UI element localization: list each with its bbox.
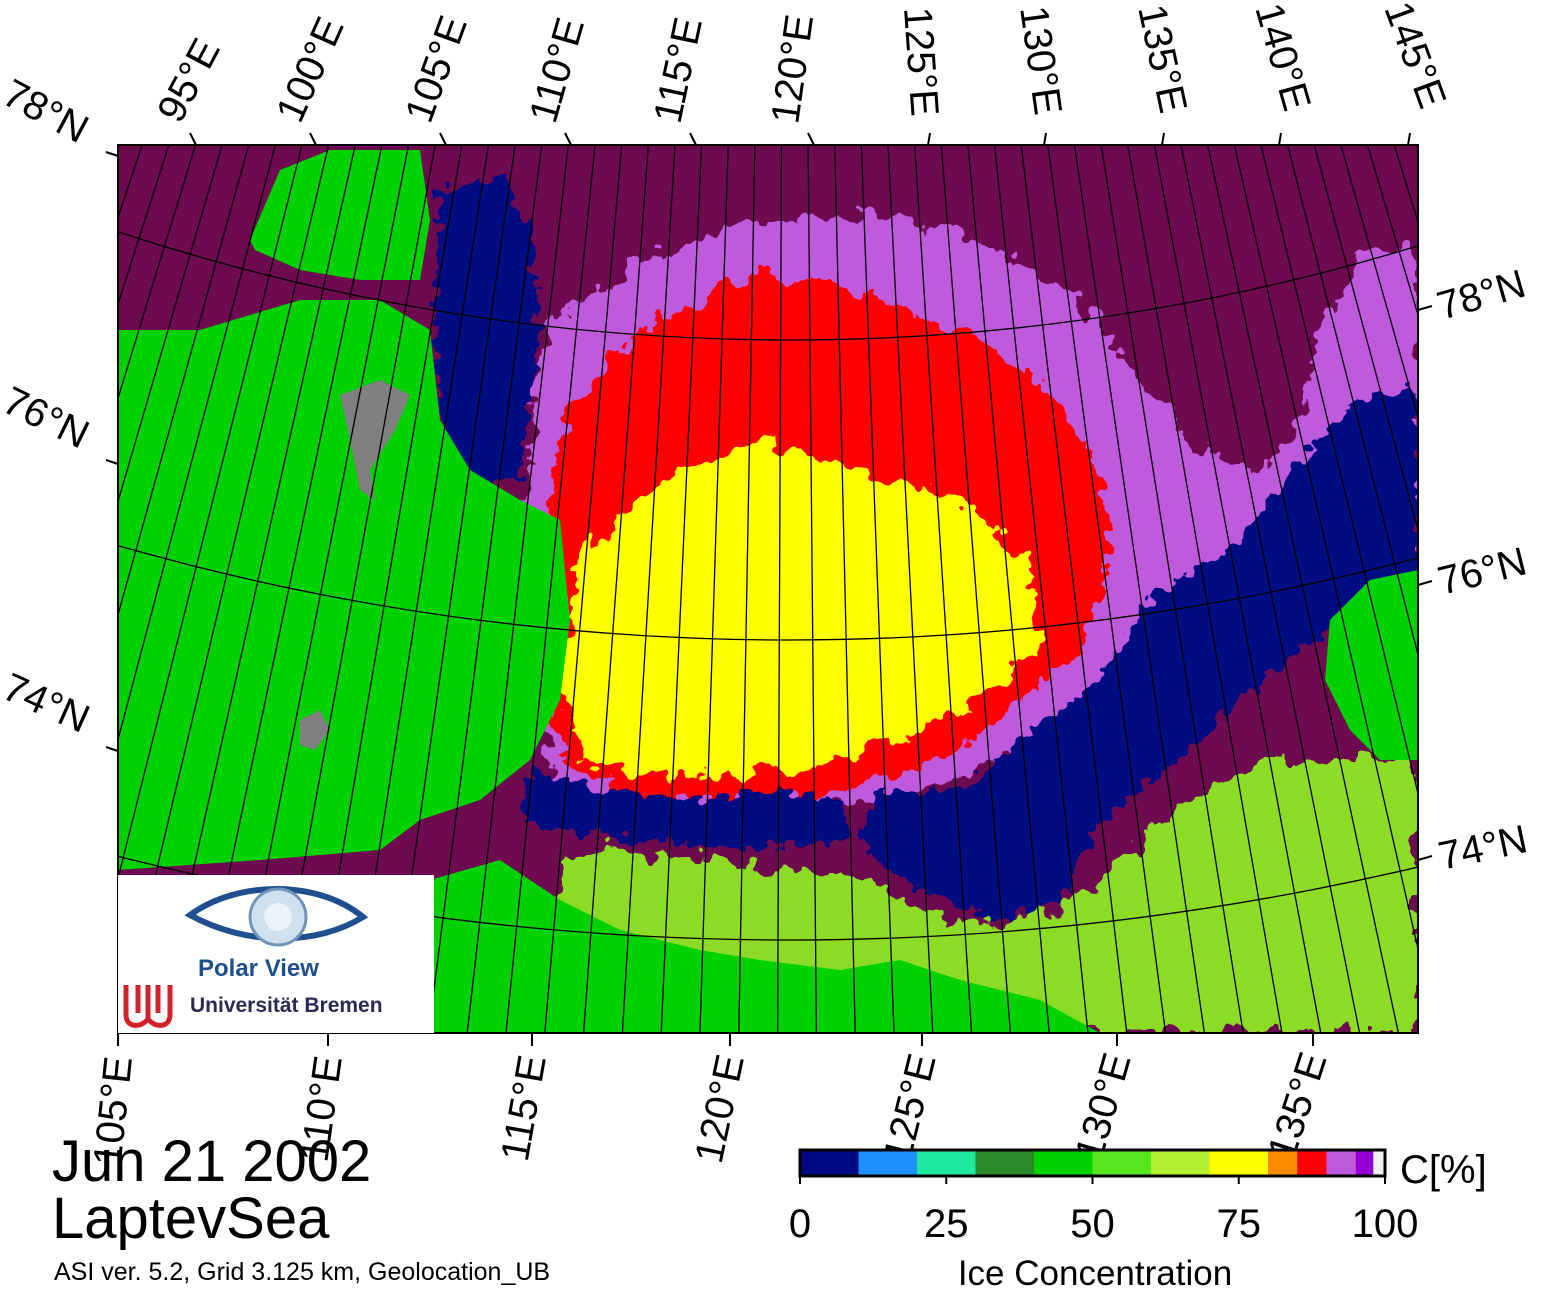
- axis-ticks: [105, 132, 1433, 1046]
- taymyr-peninsula-land: [118, 300, 570, 870]
- east-polynya: [860, 390, 1418, 920]
- colorbar-bin: [1355, 1150, 1374, 1176]
- top-lon-tick: [807, 132, 815, 146]
- colorbar-title: Ice Concentration: [958, 1254, 1232, 1291]
- logo-name: Polar View: [198, 955, 319, 982]
- top-lon-label: 115°E: [646, 14, 711, 127]
- top-lon-label: 125°E: [895, 6, 947, 118]
- colorbar-tick-label: 25: [924, 1202, 969, 1246]
- colorbar-bin: [1151, 1150, 1210, 1176]
- colorbar-tick-label: 0: [789, 1202, 811, 1246]
- top-lon-tick: [439, 132, 447, 146]
- top-lon-tick: [927, 132, 931, 146]
- region-label: LaptevSea: [52, 1186, 330, 1251]
- colorbar-bin: [1297, 1150, 1327, 1176]
- top-lon-tick: [1278, 132, 1282, 146]
- university-emblem-icon: [123, 985, 173, 1028]
- right-lat-tick: [1417, 580, 1433, 586]
- colorbar-bin: [1092, 1150, 1152, 1176]
- land-ice-patch-2: [300, 710, 330, 750]
- land-ice-patch: [340, 380, 410, 500]
- top-lon-tick: [1043, 132, 1047, 146]
- top-lon-label: 110°E: [521, 13, 593, 127]
- right-lat-label: 74°N: [1435, 817, 1532, 879]
- eye-logo-icon: [123, 886, 369, 1028]
- colorbar-bin: [1034, 1150, 1093, 1176]
- top-lon-label: 100°E: [268, 11, 353, 129]
- bottom-lon-label: 135°E: [1260, 1047, 1336, 1165]
- product-info: ASI ver. 5.2, Grid 3.125 km, Geolocation…: [54, 1258, 551, 1286]
- colorbar-bin: [858, 1150, 918, 1176]
- top-lon-tick: [1407, 132, 1411, 146]
- lena-polynya: [520, 770, 850, 850]
- new-siberian-islands-land: [1325, 570, 1418, 760]
- colorbar-bin: [1268, 1150, 1298, 1176]
- colorbar-tick-label: 100: [1352, 1202, 1419, 1246]
- left-lat-label: 74°N: [0, 665, 96, 742]
- yellow-zone: [560, 440, 1040, 780]
- colorbar-tick-label: 50: [1070, 1202, 1115, 1246]
- left-lat-label: 76°N: [0, 379, 96, 458]
- left-lat-tick: [105, 459, 119, 465]
- colorbar-bin: [1373, 1150, 1386, 1176]
- date-label: Jun 21 2002: [52, 1129, 372, 1194]
- top-lon-tick: [309, 132, 317, 146]
- top-lon-tick: [1161, 132, 1165, 146]
- top-lon-label: 145°E: [1376, 0, 1455, 114]
- bottom-lon-label: 115°E: [493, 1052, 555, 1164]
- colorbar-bin: [917, 1150, 976, 1176]
- colorbar-bin: [1326, 1150, 1357, 1176]
- top-lon-label: 130°E: [1011, 3, 1070, 117]
- top-lon-tick: [564, 132, 572, 146]
- left-lat-tick: [105, 746, 119, 752]
- bottom-lon-label: 130°E: [1067, 1048, 1139, 1165]
- map-frame: [117, 144, 1419, 1034]
- top-lon-tick: [689, 132, 697, 146]
- top-lon-label: 95°E: [149, 32, 229, 130]
- colorbar-unit: C[%]: [1400, 1148, 1487, 1192]
- top-lon-label: 120°E: [763, 12, 822, 126]
- colorbar-bin: [1209, 1150, 1269, 1176]
- top-lon-label: 140°E: [1246, 0, 1318, 116]
- top-lon-label: 135°E: [1129, 1, 1195, 117]
- top-lon-tick: [189, 132, 197, 146]
- colorbar-bin: [800, 1150, 859, 1176]
- right-lat-tick: [1417, 305, 1433, 311]
- left-lat-label: 78°N: [0, 71, 95, 152]
- left-lat-tick: [105, 151, 119, 157]
- right-lat-label: 76°N: [1434, 539, 1531, 603]
- right-lat-tick: [1417, 855, 1433, 861]
- taymyr-polynya: [435, 175, 540, 490]
- polar-view-logo: Polar View Universität Bremen: [118, 875, 434, 1033]
- logo-institution: Universität Bremen: [190, 994, 383, 1017]
- right-lat-label: 78°N: [1432, 262, 1530, 329]
- colorbar: 0 25 50 75 100: [789, 1148, 1419, 1246]
- colorbar-tick-label: 75: [1217, 1202, 1262, 1246]
- graticule: [118, 145, 1418, 1033]
- top-lon-label: 105°E: [397, 10, 476, 128]
- bottom-lon-label: 120°E: [687, 1051, 753, 1167]
- colorbar-bin: [975, 1150, 1035, 1176]
